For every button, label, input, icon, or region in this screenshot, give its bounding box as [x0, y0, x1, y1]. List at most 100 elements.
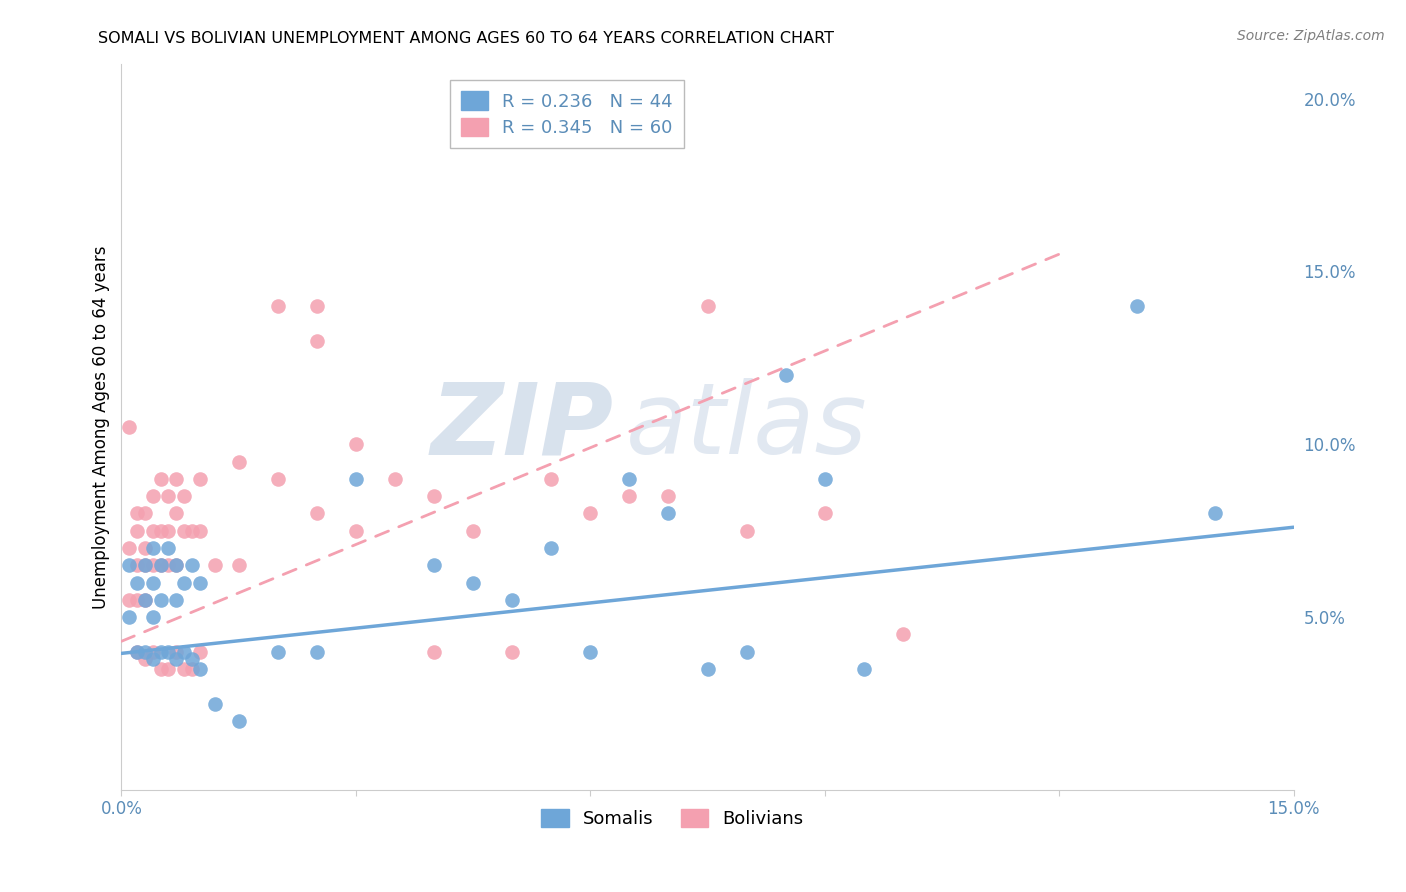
- Point: [305, 507, 328, 521]
- Point: [125, 645, 148, 659]
- Point: [501, 645, 523, 659]
- Text: Source: ZipAtlas.com: Source: ZipAtlas.com: [1237, 29, 1385, 43]
- Point: [540, 472, 562, 486]
- Point: [157, 489, 180, 503]
- Point: [501, 592, 523, 607]
- Point: [267, 472, 290, 486]
- Y-axis label: Unemployment Among Ages 60 to 64 years: Unemployment Among Ages 60 to 64 years: [93, 245, 110, 608]
- Text: SOMALI VS BOLIVIAN UNEMPLOYMENT AMONG AGES 60 TO 64 YEARS CORRELATION CHART: SOMALI VS BOLIVIAN UNEMPLOYMENT AMONG AG…: [98, 31, 834, 46]
- Point: [814, 472, 837, 486]
- Point: [157, 558, 180, 573]
- Point: [775, 368, 797, 383]
- Point: [142, 489, 165, 503]
- Point: [165, 645, 187, 659]
- Point: [173, 489, 195, 503]
- Point: [228, 454, 250, 468]
- Point: [134, 651, 156, 665]
- Point: [579, 507, 602, 521]
- Point: [142, 524, 165, 538]
- Point: [165, 651, 187, 665]
- Point: [204, 558, 226, 573]
- Point: [228, 558, 250, 573]
- Point: [165, 558, 187, 573]
- Point: [188, 645, 211, 659]
- Point: [142, 558, 165, 573]
- Point: [657, 507, 679, 521]
- Point: [157, 541, 180, 555]
- Point: [149, 558, 172, 573]
- Point: [461, 575, 484, 590]
- Point: [735, 524, 758, 538]
- Point: [118, 592, 141, 607]
- Point: [188, 662, 211, 676]
- Point: [125, 645, 148, 659]
- Point: [461, 524, 484, 538]
- Point: [384, 472, 406, 486]
- Point: [696, 299, 718, 313]
- Point: [165, 472, 187, 486]
- Point: [579, 645, 602, 659]
- Point: [180, 524, 202, 538]
- Point: [157, 524, 180, 538]
- Point: [134, 558, 156, 573]
- Point: [619, 489, 641, 503]
- Point: [173, 575, 195, 590]
- Point: [305, 645, 328, 659]
- Point: [125, 575, 148, 590]
- Point: [149, 645, 172, 659]
- Point: [134, 645, 156, 659]
- Point: [142, 610, 165, 624]
- Point: [204, 697, 226, 711]
- Point: [142, 645, 165, 659]
- Legend: Somalis, Bolivians: Somalis, Bolivians: [534, 802, 810, 835]
- Point: [125, 507, 148, 521]
- Point: [344, 472, 367, 486]
- Point: [173, 662, 195, 676]
- Point: [305, 299, 328, 313]
- Point: [891, 627, 914, 641]
- Point: [180, 651, 202, 665]
- Point: [118, 610, 141, 624]
- Point: [173, 645, 195, 659]
- Point: [125, 524, 148, 538]
- Point: [149, 472, 172, 486]
- Point: [134, 558, 156, 573]
- Point: [157, 662, 180, 676]
- Point: [142, 575, 165, 590]
- Point: [134, 541, 156, 555]
- Point: [852, 662, 875, 676]
- Point: [344, 437, 367, 451]
- Point: [157, 645, 180, 659]
- Point: [125, 592, 148, 607]
- Point: [423, 558, 446, 573]
- Point: [125, 558, 148, 573]
- Point: [118, 558, 141, 573]
- Point: [188, 472, 211, 486]
- Point: [142, 541, 165, 555]
- Text: ZIP: ZIP: [430, 378, 614, 475]
- Point: [165, 507, 187, 521]
- Point: [134, 592, 156, 607]
- Point: [735, 645, 758, 659]
- Point: [149, 524, 172, 538]
- Point: [118, 420, 141, 434]
- Point: [540, 541, 562, 555]
- Point: [149, 592, 172, 607]
- Point: [267, 645, 290, 659]
- Point: [1126, 299, 1149, 313]
- Point: [118, 541, 141, 555]
- Point: [1204, 507, 1226, 521]
- Point: [267, 299, 290, 313]
- Point: [228, 714, 250, 728]
- Point: [423, 645, 446, 659]
- Point: [696, 662, 718, 676]
- Text: atlas: atlas: [626, 378, 868, 475]
- Point: [165, 592, 187, 607]
- Point: [423, 489, 446, 503]
- Point: [173, 524, 195, 538]
- Point: [149, 662, 172, 676]
- Point: [305, 334, 328, 348]
- Point: [657, 489, 679, 503]
- Point: [344, 524, 367, 538]
- Point: [188, 524, 211, 538]
